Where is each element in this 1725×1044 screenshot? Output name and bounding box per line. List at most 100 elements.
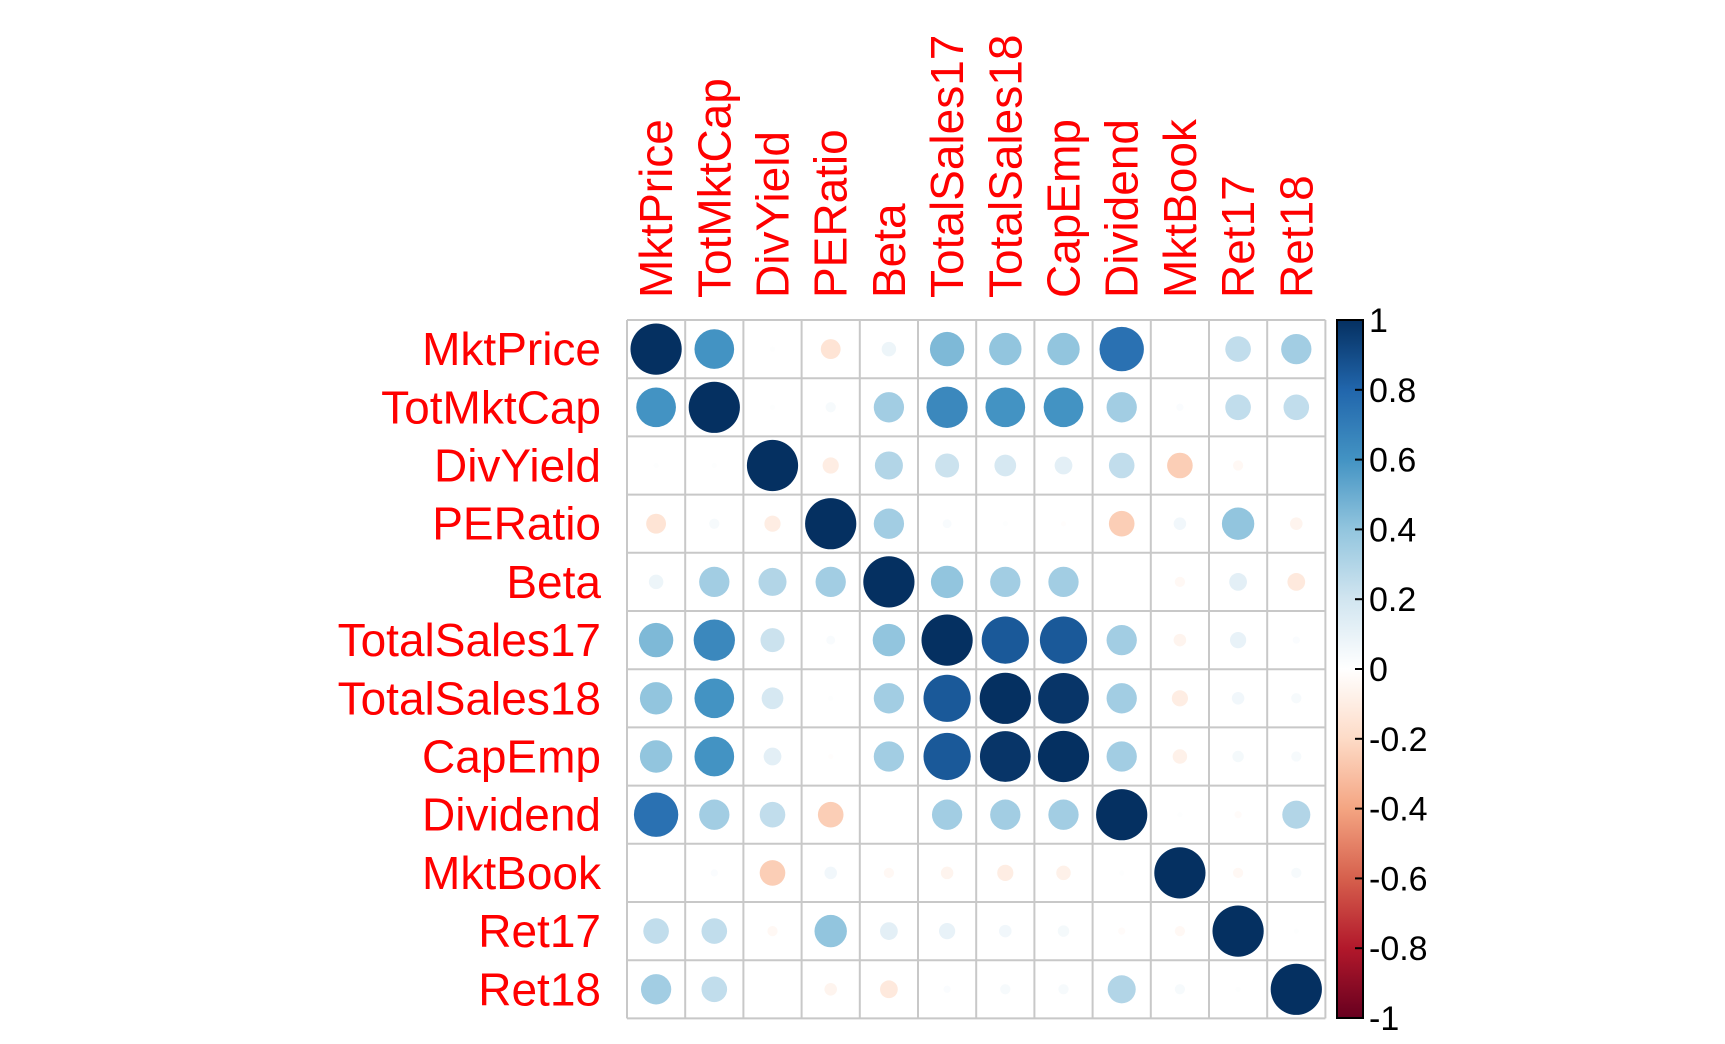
corr-circle-TotMktCap-MktPrice: [636, 387, 676, 428]
corr-circle-MktPrice-Ret18: [1281, 333, 1312, 365]
corr-circle-TotalSales17-TotalSales18: [981, 616, 1029, 664]
column-label: PERatio: [805, 129, 857, 298]
corr-circle-Ret17-TotalSales17: [939, 923, 956, 940]
corr-circle-DivYield-DivYield: [746, 439, 799, 492]
corr-circle-TotalSales18-PERatio: [828, 695, 834, 701]
colorbar-tick-label: 0.6: [1369, 442, 1416, 480]
colorbar-tick-label: -0.2: [1369, 721, 1428, 759]
corr-circle-Ret18-Ret18: [1270, 963, 1322, 1015]
corr-circle-Ret18-MktPrice: [640, 974, 672, 1005]
corr-circle-TotMktCap-Dividend: [1106, 392, 1137, 423]
corr-circle-Dividend-MktPrice: [633, 792, 679, 837]
colorbar-tick-label: -1: [1369, 1000, 1399, 1038]
corr-circle-Beta-PERatio: [815, 566, 846, 598]
corr-circle-Ret18-TotalSales18: [1000, 984, 1011, 995]
corr-circle-TotMktCap-TotalSales18: [985, 387, 1026, 428]
corr-circle-PERatio-TotalSales18: [1002, 521, 1008, 527]
corr-circle-Dividend-PERatio: [817, 801, 844, 828]
corr-circle-DivYield-MktBook: [1167, 452, 1193, 479]
row-label: MktPrice: [422, 323, 601, 375]
corr-circle-DivYield-TotalSales17: [935, 453, 960, 478]
corr-circle-TotalSales18-Dividend: [1106, 683, 1137, 714]
corr-circle-CapEmp-TotMktCap: [694, 736, 735, 777]
corr-circle-Ret17-PERatio: [814, 914, 847, 948]
column-label: DivYield: [747, 131, 799, 298]
column-label: Dividend: [1096, 119, 1148, 298]
corr-circle-TotalSales18-Beta: [873, 683, 905, 714]
corr-circle-TotalSales18-MktPrice: [639, 682, 673, 715]
row-label: DivYield: [434, 440, 601, 492]
corr-circle-PERatio-Ret17: [1221, 507, 1255, 540]
corr-circle-Ret18-PERatio: [824, 983, 837, 996]
corr-circle-MktBook-TotalSales18: [997, 864, 1014, 881]
corr-circle-Ret17-CapEmp: [1057, 925, 1070, 937]
column-label: Beta: [863, 203, 915, 298]
colorbar-tick-label: 1: [1369, 302, 1388, 340]
corr-circle-MktPrice-Ret17: [1225, 336, 1251, 362]
row-label: PERatio: [432, 498, 601, 550]
corr-circle-Beta-MktBook: [1174, 576, 1186, 588]
corr-circle-PERatio-Ret18: [1290, 517, 1303, 530]
column-labels: MktPrice TotMktCap DivYield PERatio Beta Tota…: [630, 35, 1322, 298]
corr-circle-TotalSales17-Ret18: [1292, 636, 1300, 644]
corr-circle-Ret18-TotalSales17: [943, 985, 951, 993]
row-label: TotalSales18: [338, 672, 601, 724]
corr-circle-Dividend-Ret18: [1282, 800, 1311, 829]
corr-circle-MktPrice-PERatio: [820, 339, 841, 360]
corr-circle-Ret17-TotMktCap: [701, 918, 728, 944]
row-label: Beta: [506, 556, 601, 608]
corr-circle-TotalSales17-Beta: [872, 623, 906, 657]
corr-circle-TotalSales18-DivYield: [761, 687, 784, 710]
corr-circle-TotalSales17-PERatio: [826, 635, 836, 645]
colorbar-tick-label: -0.4: [1369, 791, 1428, 829]
corr-circle-Dividend-Dividend: [1096, 789, 1148, 841]
corr-circle-Ret18-Dividend: [1107, 975, 1136, 1004]
column-label: TotMktCap: [688, 78, 740, 298]
row-label: Ret18: [478, 963, 601, 1015]
corr-circle-TotalSales18-CapEmp: [1038, 672, 1089, 724]
row-label: MktBook: [422, 847, 602, 899]
corr-circle-TotalSales18-TotalSales17: [923, 674, 971, 722]
corr-circle-MktBook-Ret18: [1291, 867, 1302, 879]
corr-circle-MktBook-TotMktCap: [710, 869, 718, 877]
corr-circle-Dividend-Ret17: [1234, 811, 1242, 819]
corr-circle-PERatio-Dividend: [1108, 510, 1135, 537]
row-label: TotalSales17: [338, 614, 601, 666]
corr-circle-Ret17-DivYield: [767, 925, 778, 937]
corr-circle-CapEmp-Ret18: [1291, 751, 1302, 762]
column-label: Ret18: [1270, 175, 1322, 298]
corr-circle-TotalSales18-MktBook: [1171, 690, 1188, 707]
corr-circle-PERatio-CapEmp: [1060, 521, 1067, 527]
corr-circle-Dividend-CapEmp: [1048, 799, 1079, 830]
corr-circle-DivYield-Beta: [874, 451, 903, 480]
corr-circle-Beta-Ret18: [1287, 573, 1306, 591]
corr-circle-MktPrice-DivYield: [769, 346, 776, 352]
corr-circle-MktPrice-MktPrice: [630, 323, 682, 375]
corr-circle-MktPrice-TotMktCap: [694, 329, 735, 369]
colorbar-tick-label: -0.8: [1369, 930, 1428, 968]
corr-circle-Dividend-MktBook: [1177, 812, 1183, 818]
row-labels: MktPrice TotMktCap DivYield PERatio Beta Tota…: [338, 323, 602, 1015]
corr-circle-CapEmp-TotalSales18: [979, 731, 1031, 782]
corr-circle-Beta-Ret17: [1229, 573, 1247, 591]
corr-circle-Ret17-Ret17: [1212, 905, 1264, 957]
corr-circle-Ret17-Ret18: [1293, 928, 1299, 934]
corr-circle-Dividend-TotalSales17: [931, 799, 963, 830]
corr-circle-PERatio-TotMktCap: [709, 518, 720, 529]
correlation-circles: [630, 323, 1322, 1015]
corr-circle-DivYield-PERatio: [822, 457, 839, 474]
corr-circle-MktBook-Dividend: [1119, 870, 1125, 876]
corr-circle-Beta-CapEmp: [1048, 566, 1079, 598]
corr-circle-TotalSales18-Ret18: [1291, 693, 1302, 704]
colorbar: 1 0.8 0.6 0.4 0.2 0 -0.2 -0.4 -0.6 -0.8 -1: [1336, 302, 1428, 1038]
corr-circle-MktBook-DivYield: [759, 860, 786, 886]
corr-circle-CapEmp-Ret17: [1232, 750, 1244, 763]
corr-circle-DivYield-TotalSales18: [994, 454, 1017, 477]
corr-circle-MktBook-PERatio: [824, 866, 837, 880]
corr-circle-CapEmp-Dividend: [1106, 741, 1137, 772]
column-label: CapEmp: [1038, 119, 1090, 298]
corr-circle-MktBook-Ret17: [1232, 867, 1244, 879]
corr-circle-TotMktCap-CapEmp: [1043, 387, 1084, 428]
corr-circle-Ret17-MktPrice: [643, 918, 669, 944]
corr-circle-MktBook-MktBook: [1154, 847, 1206, 899]
